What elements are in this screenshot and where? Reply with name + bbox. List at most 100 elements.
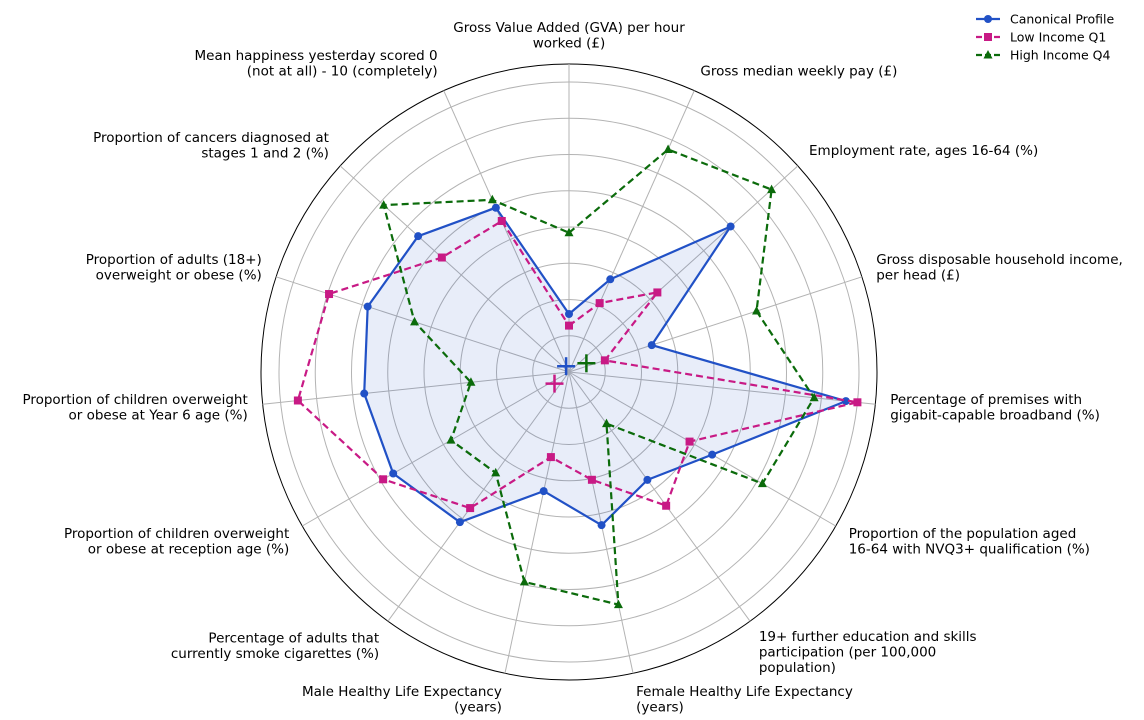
legend-item: Low Income Q1 [976, 30, 1106, 45]
data-point [606, 275, 615, 284]
axis-label: Proportion of children overweight or obes… [64, 526, 289, 558]
axis-label-line: Mean happiness yesterday scored 0 [195, 48, 438, 64]
axis-label: Female Healthy Life Expectancy (years) [636, 684, 853, 716]
spoke-line [568, 276, 863, 373]
data-point [379, 200, 389, 209]
axis-label-line: or obese at Year 6 age (%) [68, 407, 247, 423]
spoke-line [568, 371, 751, 622]
legend-marker [984, 15, 992, 23]
data-point [455, 518, 464, 527]
spoke-line [568, 371, 876, 405]
legend-item: High Income Q4 [976, 48, 1111, 63]
axis-labels: Gross Value Added (GVA) per hour worked (… [22, 20, 1122, 715]
data-point [643, 475, 652, 484]
axis-label-line: Proportion of cancers diagnosed at [93, 130, 329, 146]
axis-label-line: Male Healthy Life Expectancy [302, 684, 502, 700]
data-point [414, 232, 423, 241]
axis-label: Proportion of the population aged 16-64 w… [849, 526, 1090, 558]
spoke-line [302, 371, 570, 527]
axis-label-line: Proportion of children overweight [22, 392, 247, 408]
axis-label-line: (years) [636, 700, 684, 716]
axis-label-line: overweight or obese (%) [96, 267, 262, 283]
data-point [546, 453, 555, 462]
axis-label-line: (not at all) - 10 (completely) [247, 64, 438, 80]
data-point [410, 316, 420, 326]
spoke-line [504, 371, 570, 674]
axis-label: Mean happiness yesterday scored 0 (not at… [195, 48, 438, 80]
radar-spokes [262, 64, 876, 674]
data-point [487, 194, 497, 204]
axis-label-line: Proportion of adults (18+) [86, 252, 262, 268]
axis-label-line: gigabit-capable broadband (%) [890, 407, 1100, 423]
data-point [446, 435, 456, 444]
data-point [437, 253, 446, 262]
axis-label-line: Proportion of the population aged [849, 526, 1077, 542]
series-3 [379, 144, 819, 609]
axis-label: Male Healthy Life Expectancy (years) [302, 684, 502, 716]
axis-label: Proportion of children overweight or obes… [22, 392, 247, 424]
axis-label-line: 19+ further education and skills [759, 629, 977, 645]
data-point [685, 437, 694, 446]
data-point [293, 396, 302, 405]
data-point [565, 310, 573, 318]
data-point [708, 450, 717, 459]
spoke-line [387, 371, 570, 622]
legend-label: Canonical Profile [1010, 12, 1115, 27]
spoke-line [443, 90, 570, 373]
series-layer [293, 144, 862, 609]
axis-label-line: Percentage of adults that [208, 630, 379, 646]
data-point [647, 341, 656, 350]
axis-label-line: Gross Value Added (GVA) per hour [453, 20, 685, 36]
spoke-line [275, 276, 570, 373]
data-point [389, 469, 398, 478]
legend: Canonical Profile Low Income Q1 High Incom… [976, 12, 1115, 63]
data-point [653, 288, 662, 297]
spoke-line [568, 371, 836, 527]
data-point [519, 576, 529, 586]
data-point [752, 306, 762, 315]
axis-label-line: population) [759, 660, 836, 676]
axis-label: Gross disposable household income, per he… [876, 252, 1123, 284]
data-point [379, 475, 388, 484]
spoke-line [568, 165, 799, 373]
series-line [296, 219, 859, 510]
axis-label-line: per head (£) [876, 267, 960, 283]
data-point [602, 418, 612, 428]
axis-label-line: stages 1 and 2 (%) [201, 146, 329, 162]
axis-label: Proportion of cancers diagnosed at stages… [93, 130, 329, 162]
data-point [613, 599, 623, 609]
legend-item: Canonical Profile [976, 12, 1115, 27]
data-point [809, 392, 819, 402]
axis-label-line: 16-64 with NVQ3+ qualification (%) [849, 541, 1090, 557]
data-point [767, 184, 777, 194]
series-line [382, 148, 816, 606]
data-point [757, 478, 767, 488]
legend-marker [984, 33, 992, 41]
axis-label-line: participation (per 100,000 [759, 644, 936, 660]
series-line [363, 206, 848, 527]
axis-label-line: currently smoke cigarettes (%) [171, 646, 379, 662]
data-point [564, 227, 574, 237]
axis-label: Employment rate, ages 16-64 (%) [809, 143, 1038, 159]
series-1 [360, 203, 850, 530]
data-point [663, 144, 673, 153]
data-point [360, 389, 369, 398]
data-point [853, 398, 862, 407]
legend-label: High Income Q4 [1010, 48, 1111, 63]
axis-label-line: Gross median weekly pay (£) [700, 64, 897, 80]
axis-label-line: Proportion of children overweight [64, 526, 289, 542]
axis-label-line: (years) [454, 700, 502, 716]
axis-label-line: Percentage of premises with [890, 392, 1082, 408]
axis-label-line: worked (£) [533, 36, 605, 52]
axis-label: Percentage of premises with gigabit-capab… [890, 392, 1100, 424]
axis-label: Proportion of adults (18+) overweight or … [86, 252, 262, 284]
series-2 [293, 216, 862, 513]
data-point [491, 203, 500, 212]
spoke-line [339, 165, 570, 373]
data-point [539, 487, 548, 496]
axis-label-line: or obese at reception age (%) [88, 541, 290, 557]
axis-label: Gross median weekly pay (£) [700, 64, 897, 80]
data-point [726, 222, 735, 231]
series-fill [364, 207, 846, 526]
